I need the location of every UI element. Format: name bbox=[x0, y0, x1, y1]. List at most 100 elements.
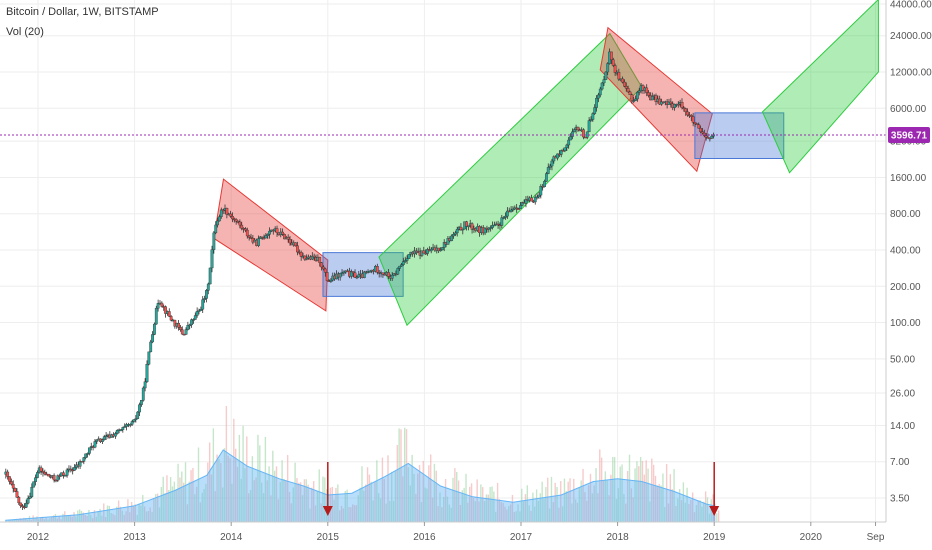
price-candle[interactable] bbox=[128, 424, 132, 426]
price-candle[interactable] bbox=[169, 316, 173, 321]
price-candle[interactable] bbox=[582, 129, 585, 138]
price-candle[interactable] bbox=[320, 262, 324, 268]
price-candle[interactable] bbox=[691, 116, 695, 123]
price-candle[interactable] bbox=[268, 230, 271, 235]
price-candle[interactable] bbox=[689, 115, 693, 117]
price-candle[interactable] bbox=[69, 468, 73, 471]
price-candle[interactable] bbox=[6, 471, 10, 477]
price-candle[interactable] bbox=[530, 197, 533, 202]
price-candle[interactable] bbox=[26, 498, 30, 504]
price-candle[interactable] bbox=[539, 186, 543, 196]
price-candle[interactable] bbox=[208, 267, 212, 285]
price-candle[interactable] bbox=[634, 98, 637, 101]
price-candle[interactable] bbox=[502, 217, 506, 219]
price-candle[interactable] bbox=[561, 150, 565, 152]
price-candle[interactable] bbox=[266, 234, 270, 236]
price-candle[interactable] bbox=[470, 223, 474, 230]
price-candle[interactable] bbox=[54, 479, 58, 482]
price-candle[interactable] bbox=[294, 242, 297, 247]
price-candle[interactable] bbox=[459, 226, 463, 231]
price-candle[interactable] bbox=[245, 229, 249, 237]
price-candle[interactable] bbox=[201, 299, 205, 310]
price-candle[interactable] bbox=[543, 181, 546, 188]
price-candle[interactable] bbox=[288, 239, 292, 244]
price-candle[interactable] bbox=[422, 250, 426, 254]
price-candle[interactable] bbox=[63, 475, 67, 477]
price-candle[interactable] bbox=[621, 78, 624, 83]
price-candle[interactable] bbox=[701, 131, 704, 134]
price-candle[interactable] bbox=[123, 426, 127, 428]
price-candle[interactable] bbox=[637, 90, 641, 93]
price-candle[interactable] bbox=[9, 481, 13, 485]
price-candle[interactable] bbox=[130, 421, 134, 425]
price-candle[interactable] bbox=[355, 276, 359, 279]
price-candle[interactable] bbox=[556, 153, 559, 159]
price-candle[interactable] bbox=[567, 139, 571, 146]
price-candle[interactable] bbox=[299, 252, 303, 257]
price-candle[interactable] bbox=[624, 85, 628, 89]
price-candle[interactable] bbox=[78, 461, 82, 467]
price-candle[interactable] bbox=[188, 324, 192, 327]
price-candle[interactable] bbox=[221, 209, 225, 212]
price-candle[interactable] bbox=[589, 119, 593, 121]
price-candle[interactable] bbox=[264, 235, 268, 239]
price-candle[interactable] bbox=[216, 220, 219, 226]
price-candle[interactable] bbox=[179, 327, 182, 330]
price-candle[interactable] bbox=[429, 248, 433, 252]
price-candle[interactable] bbox=[140, 400, 143, 405]
bull-channel[interactable] bbox=[761, 0, 879, 174]
price-candle[interactable] bbox=[453, 232, 457, 235]
price-candle[interactable] bbox=[52, 475, 56, 481]
price-candle[interactable] bbox=[39, 467, 43, 472]
price-candle[interactable] bbox=[387, 272, 390, 277]
price-candle[interactable] bbox=[21, 505, 24, 508]
price-candle[interactable] bbox=[351, 271, 355, 274]
price-candle[interactable] bbox=[623, 81, 626, 87]
price-candle[interactable] bbox=[461, 228, 465, 231]
price-candle[interactable] bbox=[684, 108, 688, 113]
price-candle[interactable] bbox=[177, 323, 180, 328]
price-candle[interactable] bbox=[401, 261, 405, 265]
price-candle[interactable] bbox=[61, 472, 65, 476]
price-candle[interactable] bbox=[56, 475, 60, 481]
price-candle[interactable] bbox=[43, 472, 47, 475]
price-candle[interactable] bbox=[613, 65, 617, 73]
price-candle[interactable] bbox=[322, 266, 325, 270]
price-candle[interactable] bbox=[229, 213, 232, 217]
price-candle[interactable] bbox=[569, 136, 572, 141]
price-candle[interactable] bbox=[104, 435, 108, 438]
price-candle[interactable] bbox=[180, 329, 184, 335]
price-candle[interactable] bbox=[353, 272, 357, 278]
price-candle[interactable] bbox=[281, 231, 284, 235]
price-candle[interactable] bbox=[41, 471, 45, 473]
price-candle[interactable] bbox=[296, 245, 299, 253]
price-candle[interactable] bbox=[632, 100, 636, 102]
price-candle[interactable] bbox=[552, 156, 556, 162]
price-candle[interactable] bbox=[704, 135, 708, 138]
price-candle[interactable] bbox=[565, 144, 569, 148]
price-candle[interactable] bbox=[563, 147, 567, 151]
price-candle[interactable] bbox=[15, 491, 19, 498]
symbol-legend[interactable]: Bitcoin / Dollar, 1W, BITSTAMP bbox=[6, 6, 159, 18]
price-candle[interactable] bbox=[283, 234, 286, 240]
price-candle[interactable] bbox=[368, 271, 372, 273]
price-candle[interactable] bbox=[329, 279, 333, 282]
range-box[interactable] bbox=[694, 112, 785, 159]
price-candle[interactable] bbox=[610, 51, 613, 61]
price-candle[interactable] bbox=[702, 132, 706, 137]
price-candle[interactable] bbox=[234, 219, 238, 222]
price-candle[interactable] bbox=[247, 235, 251, 238]
price-candle[interactable] bbox=[13, 488, 17, 492]
price-candle[interactable] bbox=[611, 59, 615, 66]
price-candle[interactable] bbox=[524, 199, 528, 204]
price-candle[interactable] bbox=[550, 160, 554, 167]
price-candle[interactable] bbox=[312, 255, 316, 258]
price-candle[interactable] bbox=[141, 387, 145, 401]
price-candle[interactable] bbox=[403, 260, 407, 262]
price-candle[interactable] bbox=[82, 457, 86, 462]
price-candle[interactable] bbox=[164, 306, 167, 314]
price-candle[interactable] bbox=[212, 232, 216, 250]
price-candle[interactable] bbox=[504, 215, 507, 218]
price-candle[interactable] bbox=[203, 298, 206, 300]
price-candle[interactable] bbox=[455, 229, 459, 234]
